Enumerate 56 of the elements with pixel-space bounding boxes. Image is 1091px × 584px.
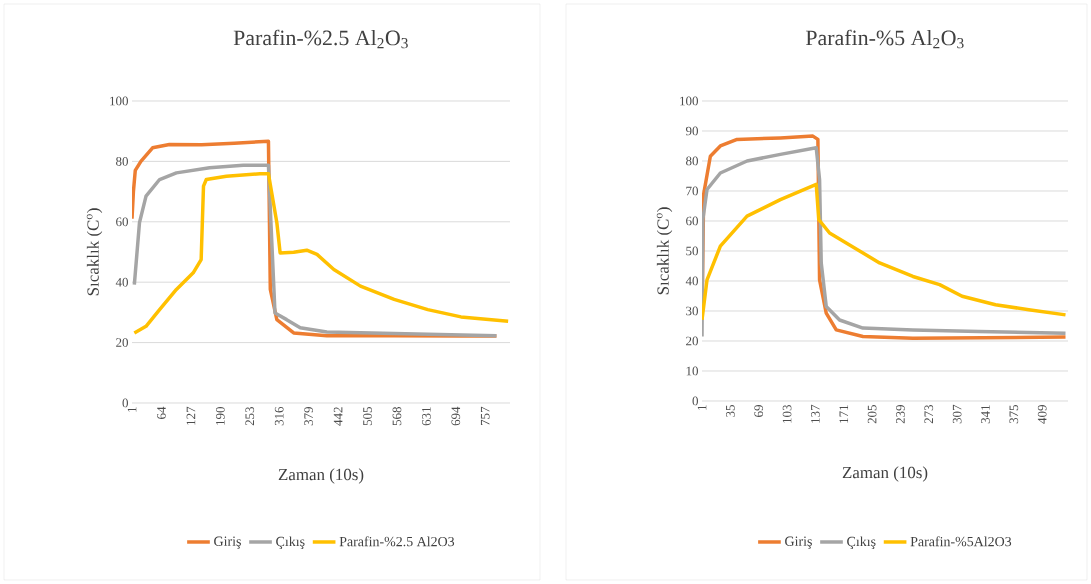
x-tick-label: 1 xyxy=(697,405,707,410)
legend-label: Çıkış xyxy=(276,536,305,550)
x-tick-label: 127 xyxy=(186,406,196,425)
chart-title: Parafin-%2.5 Al$_{2}$O$_{3}$ xyxy=(233,29,408,49)
y-tick-label: 10 xyxy=(686,366,698,376)
y-axis-title: Sıcaklık (C$^{o}$) xyxy=(86,208,103,296)
y-tick-label: 40 xyxy=(115,277,128,287)
legend-label: Giriş xyxy=(214,536,241,549)
x-tick-label: 253 xyxy=(245,407,255,426)
y-tick-label: 30 xyxy=(686,306,698,316)
x-tick-label: 69 xyxy=(754,405,764,417)
x-axis-title: Zaman (10s) xyxy=(842,466,928,482)
x-tick-label: 757 xyxy=(480,406,490,426)
y-tick-label: 0 xyxy=(122,398,128,408)
x-tick-label: 379 xyxy=(304,407,313,426)
x-tick-label: 568 xyxy=(392,407,402,426)
x-tick-label: 137 xyxy=(811,404,820,423)
y-tick-label: 90 xyxy=(685,126,698,136)
chart-title: Parafin-%5 Al$_{2}$O$_{3}$ xyxy=(805,29,964,49)
x-tick-label: 205 xyxy=(867,405,877,424)
y-tick-label: 80 xyxy=(116,157,128,166)
x-tick-label: 35 xyxy=(726,405,735,417)
x-tick-label: 409 xyxy=(1037,405,1047,424)
y-tick-label: 20 xyxy=(116,338,128,347)
x-tick-label: 64 xyxy=(157,406,166,419)
y-tick-label: 100 xyxy=(680,96,698,106)
line-series xyxy=(702,182,1068,322)
x-tick-label: 505 xyxy=(363,407,372,426)
y-tick-label: 60 xyxy=(116,217,128,227)
x-tick-label: 631 xyxy=(422,407,431,426)
x-tick-label: 239 xyxy=(896,405,905,424)
x-tick-label: 190 xyxy=(215,407,225,425)
legend-label: Parafin-%2.5 Al2O3 xyxy=(339,536,455,547)
x-tick-label: 103 xyxy=(782,405,792,423)
y-tick-label: 70 xyxy=(686,186,698,196)
legend-label: Parafin-%5Al2O3 xyxy=(910,536,1012,547)
y-tick-label: 50 xyxy=(686,246,698,256)
y-tick-label: 40 xyxy=(685,276,698,286)
x-tick-label: 1 xyxy=(127,407,137,412)
x-tick-label: 273 xyxy=(924,405,934,424)
x-tick-label: 341 xyxy=(981,405,990,424)
x-axis-title: Zaman (10s) xyxy=(278,468,364,484)
y-axis-title: Sıcaklık (C$^{o}$) xyxy=(656,207,673,295)
x-tick-label: 442 xyxy=(333,407,343,426)
x-tick-label: 694 xyxy=(451,406,461,426)
x-tick-label: 307 xyxy=(952,404,962,424)
x-tick-label: 375 xyxy=(1009,405,1019,424)
y-tick-label: 60 xyxy=(686,216,698,226)
y-tick-label: 80 xyxy=(686,156,698,166)
legend-label: Giriş xyxy=(785,536,812,549)
legend-label: Çıkış xyxy=(847,536,876,550)
y-tick-label: 0 xyxy=(692,396,698,406)
x-tick-label: 316 xyxy=(274,406,284,426)
x-tick-label: 171 xyxy=(839,405,849,423)
y-tick-label: 20 xyxy=(686,336,698,346)
y-tick-label: 100 xyxy=(110,96,128,106)
